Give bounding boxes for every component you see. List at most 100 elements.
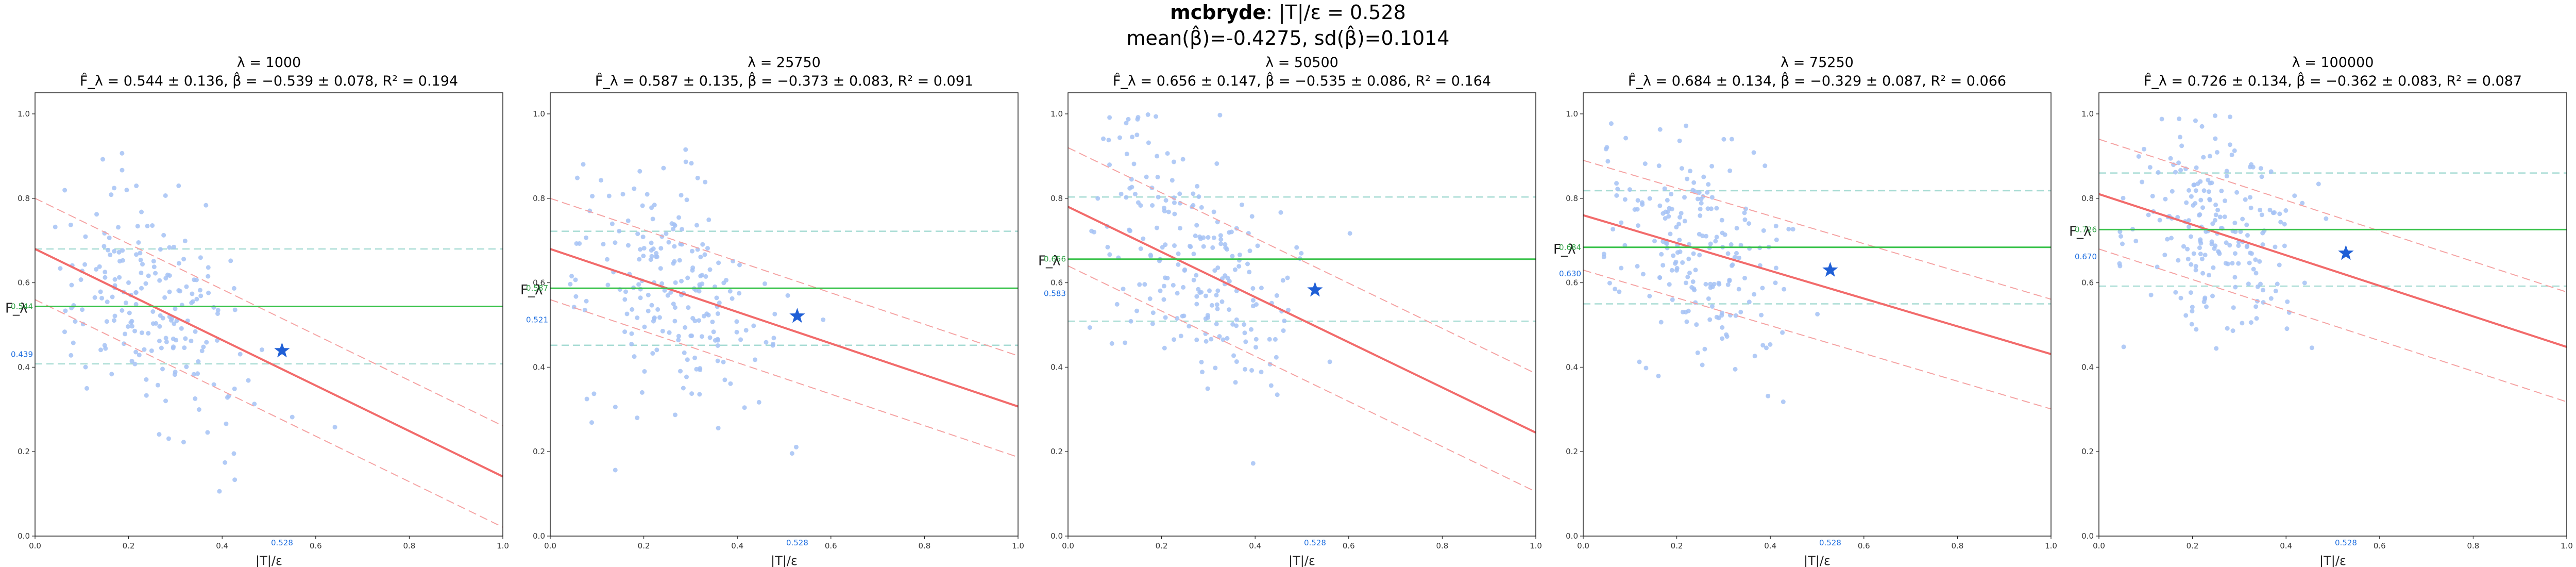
scatter-point (730, 296, 735, 301)
scatter-point (2207, 154, 2212, 159)
scatter-point (139, 270, 144, 275)
scatter-point (637, 169, 642, 174)
scatter-point (1347, 231, 1352, 236)
scatter-point (204, 203, 209, 208)
scatter-point (232, 386, 237, 391)
scatter-point (71, 340, 76, 345)
scatter-point (78, 277, 83, 282)
y-tick-label: 0.2 (2081, 447, 2094, 456)
scatter-point (630, 307, 635, 312)
scatter-point (625, 243, 631, 248)
scatter-point (649, 303, 654, 308)
scatter-point (189, 338, 194, 343)
scatter-point (1130, 135, 1135, 140)
scatter-point (2324, 216, 2329, 221)
scatter-point (2275, 281, 2280, 287)
x-tick-label: 0.2 (638, 541, 650, 551)
scatter-point (693, 288, 699, 293)
scatter-point (2142, 146, 2147, 152)
scatter-point (1733, 366, 1738, 372)
target-value-annotation: 0.670 (2075, 252, 2097, 261)
scatter-point (2225, 261, 2230, 266)
x-tick-label: 0.2 (123, 541, 135, 551)
mean-value-annotation: 0.587 (526, 284, 548, 293)
scatter-point (1136, 200, 1141, 205)
scatter-point (1709, 163, 1715, 169)
scatter-point (2246, 281, 2251, 287)
scatter-point (584, 298, 589, 304)
scatter-point (666, 240, 671, 245)
scatter-point (157, 432, 162, 437)
scatter-point (144, 393, 149, 398)
scatter-point (684, 374, 689, 379)
scatter-point (133, 290, 139, 295)
y-tick-label: 0.0 (18, 531, 30, 541)
scatter-point (196, 407, 201, 412)
x-tick-label: 0.8 (403, 541, 415, 551)
scatter-point (2251, 266, 2256, 272)
x-axis-label: |T|/ε (771, 554, 798, 567)
scatter-point (705, 246, 710, 251)
y-tick-label: 0.6 (2081, 278, 2094, 288)
scatter-point (1193, 234, 1198, 239)
scatter-point (1191, 191, 1196, 196)
scatter-point (1236, 264, 1242, 269)
scatter-point (132, 328, 138, 333)
scatter-point (157, 324, 162, 329)
scatter-point (142, 347, 147, 352)
scatter-point (127, 310, 132, 315)
scatter-point (756, 399, 761, 405)
scatter-point (1637, 359, 1642, 364)
scatter-point (2173, 290, 2178, 295)
scatter-point (2191, 182, 2196, 188)
scatter-point (215, 308, 221, 313)
panel-data-layer (35, 151, 503, 528)
scatter-point (173, 306, 178, 311)
scatter-point (1182, 267, 1188, 272)
x-value-annotation: 0.528 (786, 538, 808, 547)
scatter-point (2178, 295, 2183, 301)
scatter-point (2277, 211, 2282, 216)
scatter-point (1698, 213, 1703, 218)
scatter-point (1694, 322, 1699, 327)
scatter-point (1131, 161, 1137, 166)
scatter-point (1155, 154, 1160, 159)
scatter-point (1147, 296, 1153, 302)
scatter-point (1121, 287, 1126, 292)
panel-title: λ = 50500 (1265, 55, 1338, 71)
scatter-point (163, 336, 168, 341)
scatter-point (2162, 253, 2167, 258)
scatter-point (1105, 244, 1110, 249)
scatter-point (176, 261, 181, 266)
scatter-point (1249, 327, 1254, 332)
scatter-point (609, 221, 615, 226)
scatter-point (206, 274, 211, 279)
panel-title: λ = 75250 (1781, 55, 1854, 71)
y-tick-label: 0.2 (1050, 447, 1063, 456)
scatter-point (2253, 304, 2259, 309)
x-tick-label: 1.0 (497, 541, 509, 551)
x-tick-label: 0.4 (2280, 541, 2292, 551)
x-axis-label: |T|/ε (256, 554, 282, 567)
scatter-point (671, 302, 676, 307)
scatter-point (68, 222, 73, 227)
scatter-point (635, 231, 640, 237)
scatter-point (1286, 308, 1291, 313)
mean-value-annotation: 0.656 (1044, 255, 1066, 264)
y-tick-label: 0.0 (1566, 531, 1578, 541)
scatter-point (1743, 206, 1748, 211)
scatter-point (1684, 123, 1689, 128)
fit-band-lower-line (2099, 248, 2567, 403)
scatter-point (1668, 231, 1673, 237)
scatter-point (1684, 319, 1689, 324)
scatter-point (2209, 239, 2214, 244)
scatter-point (2234, 190, 2240, 195)
x-tick-label: 0.2 (2187, 541, 2199, 551)
scatter-point (715, 338, 720, 343)
x-tick-label: 0.8 (1436, 541, 1448, 551)
scatter-point (179, 326, 184, 331)
scatter-point (617, 228, 622, 234)
scatter-point (1608, 121, 1614, 126)
scatter-point (157, 278, 162, 283)
scatter-point (658, 246, 664, 251)
